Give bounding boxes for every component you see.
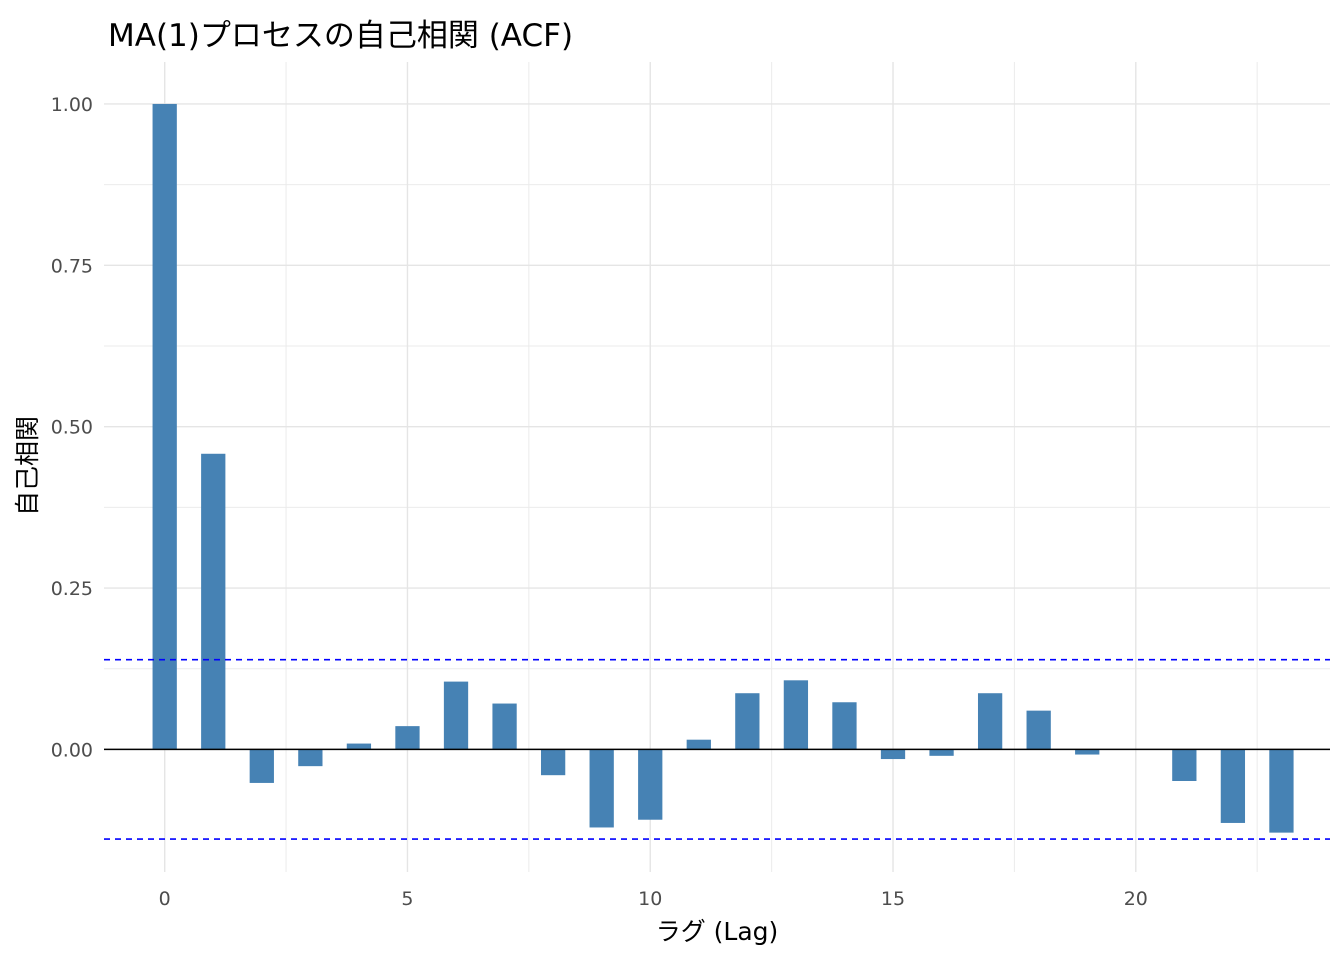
x-tick-label: 5 — [401, 888, 413, 910]
y-tick-label: 0.75 — [51, 255, 93, 277]
acf-bar — [1172, 749, 1197, 781]
acf-bar — [735, 693, 760, 750]
y-tick-label: 0.00 — [51, 739, 93, 761]
x-tick-label: 15 — [881, 888, 905, 910]
tick-labels-layer: 0 5 10 15 20 0.00 0.25 0.50 0.75 1.00 — [51, 94, 1148, 910]
acf-bar — [346, 743, 372, 750]
acf-bar — [880, 749, 906, 760]
acf-bar — [249, 749, 274, 783]
acf-bar — [201, 453, 226, 750]
acf-bar — [638, 749, 663, 820]
acf-bar — [832, 702, 857, 750]
acf-bar — [1220, 749, 1246, 823]
bars-layer — [152, 103, 1294, 833]
y-tick-label: 1.00 — [51, 94, 93, 116]
acf-bar — [1026, 710, 1051, 750]
grid-layer — [104, 62, 1330, 872]
x-axis-title: ラグ (Lag) — [656, 917, 779, 946]
acf-bar — [1075, 749, 1100, 755]
acf-bar — [977, 693, 1003, 750]
y-tick-label: 0.25 — [51, 578, 93, 600]
acf-bar — [492, 703, 517, 750]
x-tick-label: 20 — [1124, 888, 1148, 910]
acf-bar — [298, 749, 323, 767]
acf-bar — [540, 749, 566, 776]
y-axis-title: 自己相関 — [13, 416, 42, 516]
acf-bar — [395, 726, 420, 750]
acf-bar — [152, 103, 177, 750]
y-tick-label: 0.50 — [51, 417, 93, 439]
acf-bar — [589, 749, 614, 828]
chart-title: MA(1)プロセスの自己相関 (ACF) — [108, 18, 574, 54]
acf-bar — [929, 749, 954, 756]
acf-bar — [783, 680, 809, 750]
x-tick-label: 0 — [159, 888, 171, 910]
x-tick-label: 10 — [638, 888, 662, 910]
acf-bar — [686, 739, 711, 750]
acf-bar — [1269, 749, 1294, 833]
reference-lines-layer — [104, 658, 1330, 840]
acf-bar — [443, 681, 469, 750]
